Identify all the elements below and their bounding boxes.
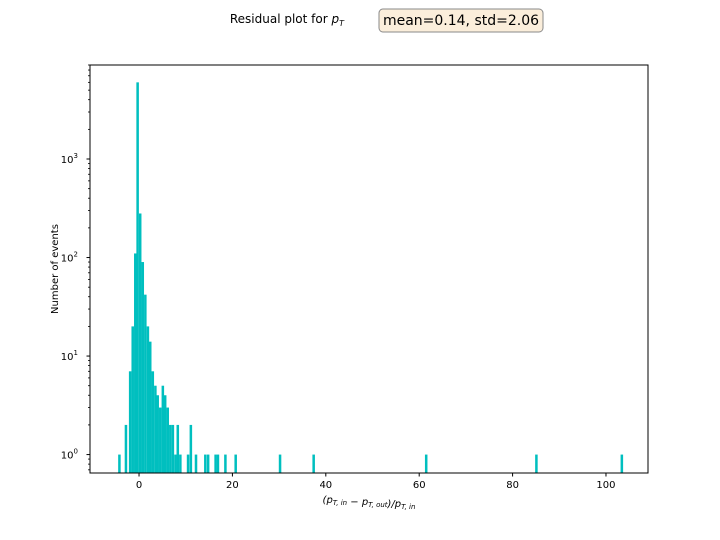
histogram-bar [169,424,172,473]
histogram-bar [424,454,428,473]
histogram-bar [206,454,210,473]
x-tick-label: 0 [136,480,142,491]
chart-title-symbol: p [330,12,339,26]
histogram-bar [189,424,193,473]
histogram-bar [171,424,175,473]
x-tick-label: 100 [596,480,615,491]
histogram-bar [312,454,315,473]
histogram-bar [154,385,157,473]
histogram-bar [186,454,190,473]
histogram-bar [131,326,134,473]
stats-box: mean=0.14, std=2.06 [378,8,544,33]
histogram-bar [163,395,167,473]
x-tick-label: 20 [226,480,239,491]
x-tick-label: 40 [319,480,332,491]
histogram-bar [166,407,170,473]
stats-box-text: mean=0.14, std=2.06 [383,13,539,29]
histogram-bar [141,262,145,473]
x-tick-label: 80 [506,480,519,491]
histogram-bar [136,82,139,473]
histogram-bar [216,454,220,473]
x-axis: 0 20 40 60 80 100 [136,473,616,491]
histogram-bar [620,454,624,473]
plot-area-frame [89,64,649,474]
histogram-bar [156,395,159,473]
histogram-bar [144,294,147,473]
histogram-bar [234,454,237,473]
y-axis: 100 101 102 103 [61,64,90,471]
histogram-bar [174,454,177,473]
chart-title: Residual plot for pT [230,12,345,28]
histogram-bar [194,454,198,473]
histogram-bar [146,326,150,473]
histogram-bar [161,385,165,473]
x-tick-label: 60 [413,480,426,491]
histogram-bar [118,454,121,473]
chart-title-prefix: Residual plot for [230,12,332,26]
stats-box-background [378,8,544,33]
y-tick-label: 101 [61,349,78,363]
histogram-bar [176,424,180,473]
x-axis-label: (pT, in − pT, out)/pT, in [323,495,416,511]
y-tick-label: 102 [61,251,78,265]
histogram-bar [128,371,132,473]
histogram-bars [118,82,624,474]
histogram-bar [124,424,128,473]
histogram-bar [138,213,142,474]
histogram-bar [159,407,162,473]
chart-title-text: Residual plot for pT [230,12,345,28]
histogram-bar [179,454,182,473]
histogram-bar [148,341,152,473]
y-tick-label: 100 [61,448,78,462]
histogram-bar [151,371,155,473]
histogram-bar [204,454,207,473]
histogram-bar [224,454,227,473]
histogram-bar [278,454,282,473]
chart-title-subscript: T [339,19,345,28]
y-axis-label: Number of events [50,224,61,314]
histogram-bar [214,454,217,473]
y-tick-label: 103 [61,152,78,166]
histogram-bar [134,253,137,473]
histogram-bar [535,454,538,473]
